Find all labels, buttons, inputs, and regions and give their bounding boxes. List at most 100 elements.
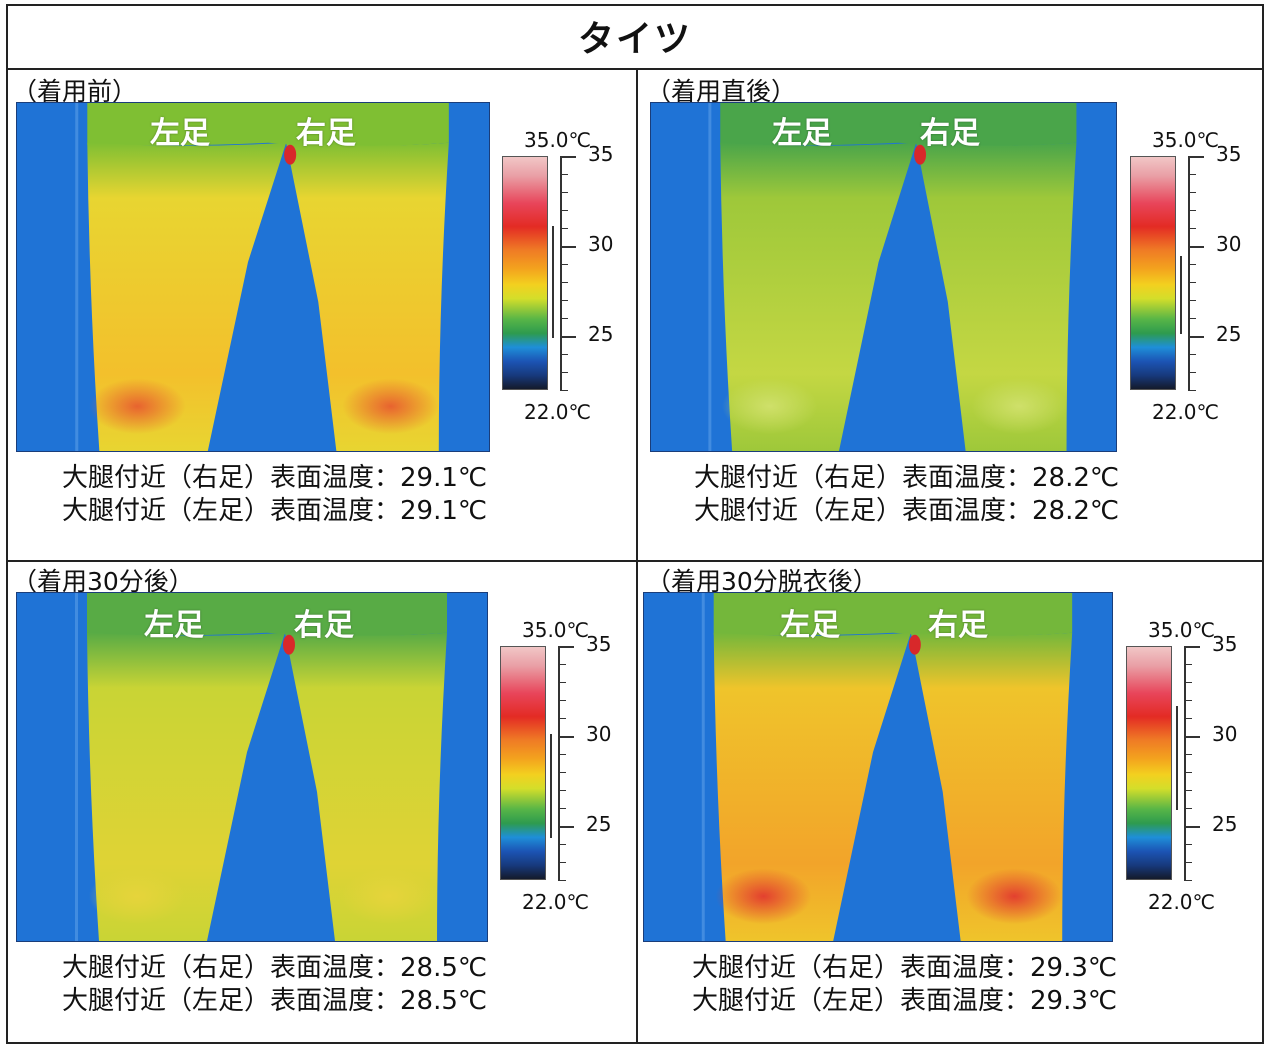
- temperature-scale: 35.0℃ 35 30 25 22.0℃: [1126, 618, 1246, 918]
- scale-tick: [560, 210, 568, 211]
- right-leg-label: 右足: [920, 116, 980, 151]
- right-leg-temperature: 大腿付近（右足）表面温度：28.5℃: [62, 953, 488, 983]
- color-scale-bar: [1130, 156, 1176, 390]
- scale-tick: [1188, 264, 1196, 265]
- scale-tick: [1188, 318, 1196, 319]
- scale-tick: [558, 826, 574, 828]
- temperature-range-indicator: [1176, 706, 1178, 810]
- scale-min-label: 22.0℃: [524, 400, 591, 424]
- scale-tick-label: 30: [1212, 722, 1238, 746]
- right-leg-temperature: 大腿付近（右足）表面温度：29.1℃: [62, 463, 488, 493]
- scale-min-label: 22.0℃: [1148, 890, 1215, 914]
- scale-tick: [558, 736, 574, 738]
- scale-tick-label: 30: [588, 232, 614, 256]
- panel-label: （着用前）: [12, 77, 138, 106]
- scale-tick: [1188, 156, 1204, 158]
- scale-tick: [1188, 300, 1196, 301]
- scale-tick: [560, 336, 576, 338]
- temperature-scale: 35.0℃ 35 30 25 22.0℃: [1130, 128, 1250, 428]
- scale-tick: [1188, 210, 1196, 211]
- scale-tick: [1184, 826, 1200, 828]
- scale-tick: [1184, 700, 1192, 701]
- thermograph-image: [643, 592, 1113, 942]
- left-leg-temperature: 大腿付近（左足）表面温度：29.1℃: [62, 496, 488, 526]
- right-leg-label: 右足: [296, 116, 356, 151]
- temperature-range-indicator: [552, 226, 554, 338]
- scale-axis: [1184, 646, 1186, 880]
- scale-tick: [1184, 808, 1192, 809]
- scale-tick: [558, 880, 566, 881]
- thermograph-image: [650, 102, 1117, 452]
- scale-tick: [558, 646, 574, 648]
- scale-tick: [1188, 282, 1196, 283]
- scale-tick: [558, 700, 566, 701]
- scale-tick: [558, 844, 566, 845]
- scale-tick-label: 35: [1212, 632, 1238, 656]
- scale-tick: [1184, 754, 1192, 755]
- scale-max-label: 35.0℃: [522, 618, 589, 642]
- right-leg-temperature: 大腿付近（右足）表面温度：29.3℃: [692, 953, 1118, 983]
- scale-tick-label: 35: [1216, 142, 1242, 166]
- left-leg-temperature: 大腿付近（左足）表面温度：28.5℃: [62, 986, 488, 1016]
- right-leg-temperature: 大腿付近（右足）表面温度：28.2℃: [694, 463, 1120, 493]
- scale-tick: [1188, 336, 1204, 338]
- scale-tick: [1188, 372, 1196, 373]
- scale-tick: [560, 264, 568, 265]
- temperature-scale: 35.0℃ 35 30 25 22.0℃: [500, 618, 620, 918]
- scale-tick: [560, 228, 568, 229]
- scale-tick-label: 25: [588, 322, 614, 346]
- scale-tick: [560, 372, 568, 373]
- horizontal-divider: [6, 560, 1264, 562]
- scale-tick: [1188, 354, 1196, 355]
- panel-label: （着用30分脱衣後）: [646, 567, 878, 596]
- scale-tick: [558, 682, 566, 683]
- scale-tick-label: 30: [586, 722, 612, 746]
- scale-tick: [558, 862, 566, 863]
- scale-min-label: 22.0℃: [522, 890, 589, 914]
- scale-tick: [560, 192, 568, 193]
- scale-tick: [560, 300, 568, 301]
- temperature-scale: 35.0℃ 35 30 25 22.0℃: [502, 128, 622, 428]
- left-leg-label: 左足: [144, 608, 204, 643]
- scale-max-label: 35.0℃: [524, 128, 591, 152]
- scale-axis: [560, 156, 562, 390]
- temperature-results: 大腿付近（右足）表面温度：29.3℃ 大腿付近（左足）表面温度：29.3℃: [692, 952, 1117, 1018]
- color-scale-bar: [500, 646, 546, 880]
- panel-label: （着用30分後）: [12, 567, 194, 596]
- scale-tick: [558, 808, 566, 809]
- scale-tick: [560, 246, 576, 248]
- scale-tick: [1184, 844, 1192, 845]
- scale-tick: [560, 156, 576, 158]
- scale-tick: [1188, 228, 1196, 229]
- scale-tick: [1184, 664, 1192, 665]
- left-leg-label: 左足: [780, 608, 840, 643]
- scale-tick: [1184, 718, 1192, 719]
- scale-tick: [560, 318, 568, 319]
- left-leg-label: 左足: [772, 116, 832, 151]
- scale-tick: [1184, 682, 1192, 683]
- scale-max-label: 35.0℃: [1152, 128, 1219, 152]
- scale-max-label: 35.0℃: [1148, 618, 1215, 642]
- left-leg-temperature: 大腿付近（左足）表面温度：29.3℃: [692, 986, 1118, 1016]
- scale-tick: [1184, 736, 1200, 738]
- scale-tick: [558, 790, 566, 791]
- scale-tick: [558, 754, 566, 755]
- scale-tick: [1188, 174, 1196, 175]
- scale-tick: [1188, 390, 1196, 391]
- scale-tick: [560, 390, 568, 391]
- scale-tick-label: 25: [1216, 322, 1242, 346]
- scale-tick: [558, 718, 566, 719]
- scale-tick-label: 25: [586, 812, 612, 836]
- right-leg-label: 右足: [928, 608, 988, 643]
- scale-tick: [1184, 790, 1192, 791]
- scale-tick-label: 35: [588, 142, 614, 166]
- scale-tick: [558, 772, 566, 773]
- scale-tick: [560, 282, 568, 283]
- temperature-results: 大腿付近（右足）表面温度：29.1℃ 大腿付近（左足）表面温度：29.1℃: [62, 462, 487, 528]
- temperature-results: 大腿付近（右足）表面温度：28.2℃ 大腿付近（左足）表面温度：28.2℃: [694, 462, 1119, 528]
- scale-tick: [1184, 862, 1192, 863]
- scale-tick-label: 25: [1212, 812, 1238, 836]
- scale-tick: [1188, 246, 1204, 248]
- panel-label: （着用直後）: [646, 77, 797, 106]
- scale-tick: [560, 174, 568, 175]
